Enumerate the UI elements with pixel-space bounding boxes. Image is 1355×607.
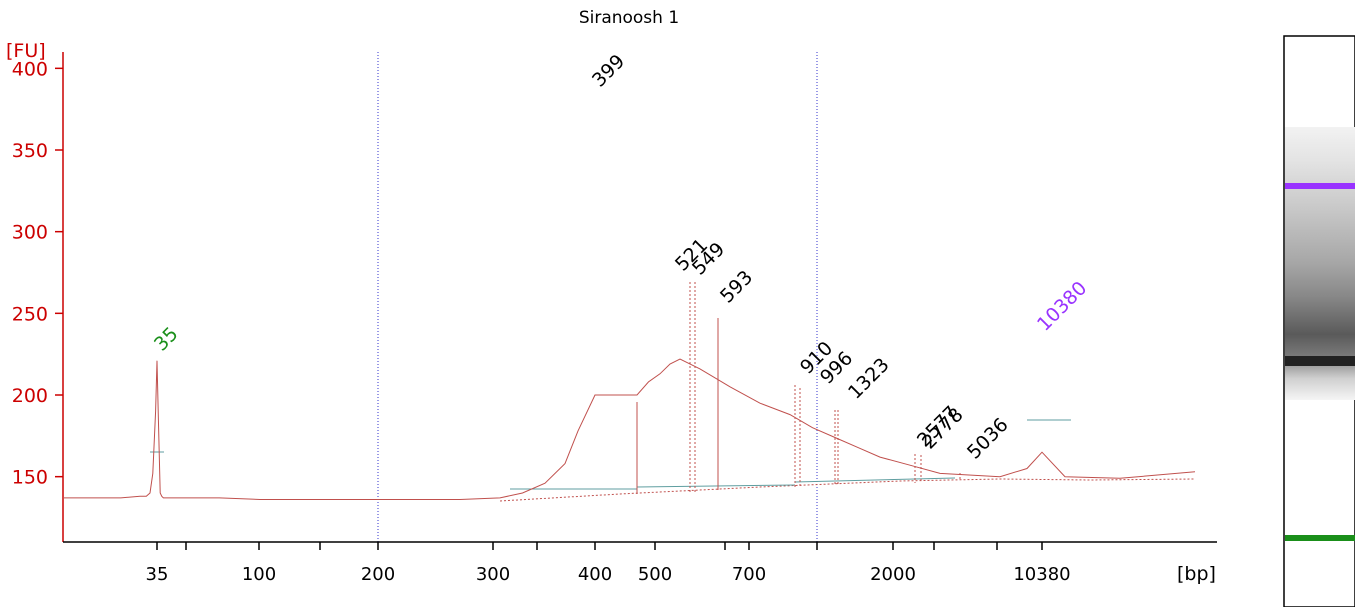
x-tick-label: 500 — [638, 564, 672, 585]
baseline-segment — [636, 484, 796, 488]
y-ticks: 150 200 250 300 350 400 — [12, 58, 63, 489]
x-tick-label: 200 — [361, 564, 395, 585]
gel-band-lower-main — [1285, 356, 1355, 366]
y-axis-label: [FU] — [6, 40, 46, 62]
x-tick-label: 300 — [476, 564, 510, 585]
y-tick-label: 400 — [12, 58, 48, 80]
x-tick-label: 100 — [242, 564, 276, 585]
gel-smear — [1285, 127, 1355, 400]
y-tick-label: 150 — [12, 467, 48, 489]
y-tick-label: 250 — [12, 303, 48, 325]
gel-band-lower-marker — [1285, 535, 1355, 541]
peak-label: 35 — [150, 323, 183, 356]
peak-label: 5036 — [963, 414, 1013, 464]
trace-line — [63, 358, 1196, 500]
trace-group — [63, 358, 1196, 500]
y-tick-label: 300 — [12, 222, 48, 244]
baseline-segment — [794, 477, 956, 483]
x-tick-label: 2000 — [870, 564, 916, 585]
axes — [62, 52, 1217, 543]
peak-labels: 3539952154959391099613232577277850361038… — [150, 50, 1091, 463]
chart-title: Siranoosh 1 — [579, 8, 679, 28]
peak-label: 399 — [588, 50, 629, 91]
gel-lane — [1283, 35, 1355, 607]
x-tick-label: 35 — [146, 564, 169, 585]
peak-baselines — [150, 419, 1196, 502]
x-tick-label: 700 — [732, 564, 766, 585]
x-tick-label: 10380 — [1013, 564, 1070, 585]
x-axis-label: [bp] — [1177, 563, 1216, 585]
dotted-baseline — [499, 478, 1196, 502]
y-tick-label: 200 — [12, 385, 48, 407]
gel-band-upper — [1285, 183, 1355, 189]
marker-lines — [377, 52, 818, 542]
y-tick-label: 350 — [12, 140, 48, 162]
peak-drop-lines — [636, 282, 961, 494]
peak-label: 10380 — [1033, 277, 1091, 335]
x-tick-label: 400 — [578, 564, 612, 585]
peak-label: 593 — [716, 266, 757, 307]
x-ticks: 35 100 200 300 400 500 700 2000 10380 — [146, 542, 1071, 585]
